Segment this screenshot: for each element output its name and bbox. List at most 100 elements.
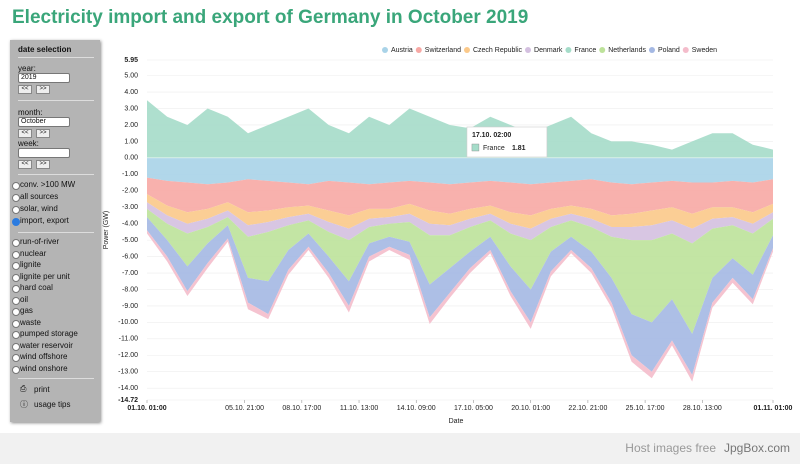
area — [147, 217, 773, 375]
prev-button[interactable]: << — [18, 160, 32, 169]
radio[interactable] — [12, 331, 20, 339]
source-option[interactable]: gas — [12, 306, 33, 316]
year-select[interactable]: 2019 — [18, 73, 70, 83]
source-option[interactable]: oil — [12, 294, 29, 305]
radio[interactable] — [12, 250, 20, 259]
print-link[interactable]: print — [34, 385, 50, 394]
legend-swatch — [415, 47, 422, 53]
legend-label: Czech Republic — [473, 47, 523, 54]
radio[interactable] — [12, 354, 20, 362]
year-label: year: — [18, 64, 36, 73]
x-tick-label: 11.10. 13:00 — [340, 405, 379, 412]
month-label: month: — [18, 108, 43, 117]
tooltip — [466, 126, 548, 158]
y-tick-label: -9.00 — [122, 303, 138, 310]
radio[interactable] — [12, 342, 20, 351]
week-select[interactable] — [18, 148, 70, 158]
next-button[interactable]: >> — [36, 129, 50, 138]
tooltip-value: 1.81 — [512, 145, 526, 152]
view-option[interactable]: all sources — [12, 192, 58, 202]
x-tick-label: 14.10. 09:00 — [397, 405, 436, 412]
y-tick-label: -14.00 — [118, 385, 138, 392]
legend-swatch — [565, 47, 572, 53]
next-button[interactable]: >> — [36, 85, 50, 94]
legend-label: France — [574, 47, 596, 54]
x-tick-label: 01.11. 01:00 — [754, 405, 793, 412]
y-tick-label: -10.00 — [118, 319, 138, 326]
y-tick-label: -13.00 — [118, 369, 138, 376]
month-select[interactable]: October — [18, 117, 70, 127]
view-option-label: solar, wind — [20, 204, 58, 213]
source-option-label: oil — [20, 294, 29, 304]
y-tick-label: 0.00 — [124, 155, 138, 162]
source-option[interactable]: wind offshore — [12, 352, 67, 362]
radio[interactable] — [12, 262, 20, 270]
radio[interactable] — [12, 285, 20, 293]
radio[interactable] — [12, 365, 20, 374]
y-tick-label: -3.00 — [122, 204, 138, 211]
y-tick-label: 5.95 — [124, 57, 138, 64]
radio[interactable] — [12, 319, 20, 328]
y-tick-label: 5.00 — [124, 72, 138, 79]
source-option[interactable]: hard coal — [12, 283, 53, 293]
legend-swatch — [525, 47, 532, 53]
divider — [18, 57, 94, 58]
source-option-label: hard coal — [20, 283, 53, 292]
source-option[interactable]: lignite — [12, 260, 41, 270]
view-option[interactable]: solar, wind — [12, 204, 58, 214]
usage-tips-link[interactable]: usage tips — [34, 400, 71, 409]
source-option-label: nuclear — [20, 248, 47, 258]
view-option-label: conv. >100 MW — [20, 180, 76, 189]
source-option-label: wind onshore — [20, 363, 68, 373]
prev-button[interactable]: << — [18, 85, 32, 94]
source-option[interactable]: lignite per unit — [12, 272, 70, 282]
radio[interactable] — [12, 194, 20, 202]
y-tick-label: 1.00 — [124, 138, 138, 145]
area — [147, 230, 773, 382]
source-option-label: lignite — [20, 260, 41, 269]
radio[interactable] — [12, 273, 20, 282]
source-option[interactable]: waste — [12, 318, 41, 328]
radio[interactable] — [12, 308, 20, 316]
next-button[interactable]: >> — [36, 160, 50, 169]
x-tick-label: 20.10. 01:00 — [511, 405, 550, 412]
week-label: week: — [18, 139, 39, 148]
area — [147, 100, 773, 158]
chart: Electricity import and export of Germany… — [12, 7, 793, 425]
tooltip-name: France — [483, 145, 505, 152]
radio[interactable] — [12, 218, 20, 226]
view-option-label: import, export — [20, 216, 69, 225]
x-tick-label: 25.10. 17:00 — [626, 405, 665, 412]
prev-button[interactable]: << — [18, 129, 32, 138]
source-option[interactable]: wind onshore — [12, 363, 68, 374]
y-tick-label: -1.00 — [122, 171, 138, 178]
y-tick-label: -2.00 — [122, 188, 138, 195]
y-tick-label: 3.00 — [124, 105, 138, 112]
y-axis-title: Power (GW) — [103, 211, 110, 250]
footer: Host images free JpgBox.com — [0, 433, 800, 464]
area — [147, 177, 773, 216]
area — [147, 208, 773, 334]
source-option[interactable]: water reservoir — [12, 341, 73, 351]
print-icon[interactable]: ⎙ — [20, 384, 27, 393]
y-tick-label: 2.00 — [124, 122, 138, 129]
divider — [18, 174, 94, 175]
y-tick-label: -6.00 — [122, 253, 138, 260]
info-icon[interactable]: ⓘ — [20, 400, 28, 409]
source-option[interactable]: pumped storage — [12, 329, 78, 339]
radio[interactable] — [12, 239, 20, 247]
chart-title: Electricity import and export of Germany… — [12, 7, 528, 28]
source-option[interactable]: nuclear — [12, 248, 47, 259]
x-tick-label: 17.10. 05:00 — [454, 405, 493, 412]
radio[interactable] — [12, 206, 20, 214]
legend-label: Denmark — [534, 47, 563, 54]
radio[interactable] — [12, 296, 20, 305]
view-option[interactable]: import, export — [12, 216, 69, 226]
source-option[interactable]: run-of-river — [12, 237, 59, 247]
radio[interactable] — [12, 182, 20, 190]
view-option[interactable]: conv. >100 MW — [12, 180, 76, 190]
x-tick-label: 05.10. 21:00 — [225, 405, 264, 412]
y-tick-label: -12.00 — [118, 352, 138, 359]
legend-swatch — [648, 47, 655, 53]
